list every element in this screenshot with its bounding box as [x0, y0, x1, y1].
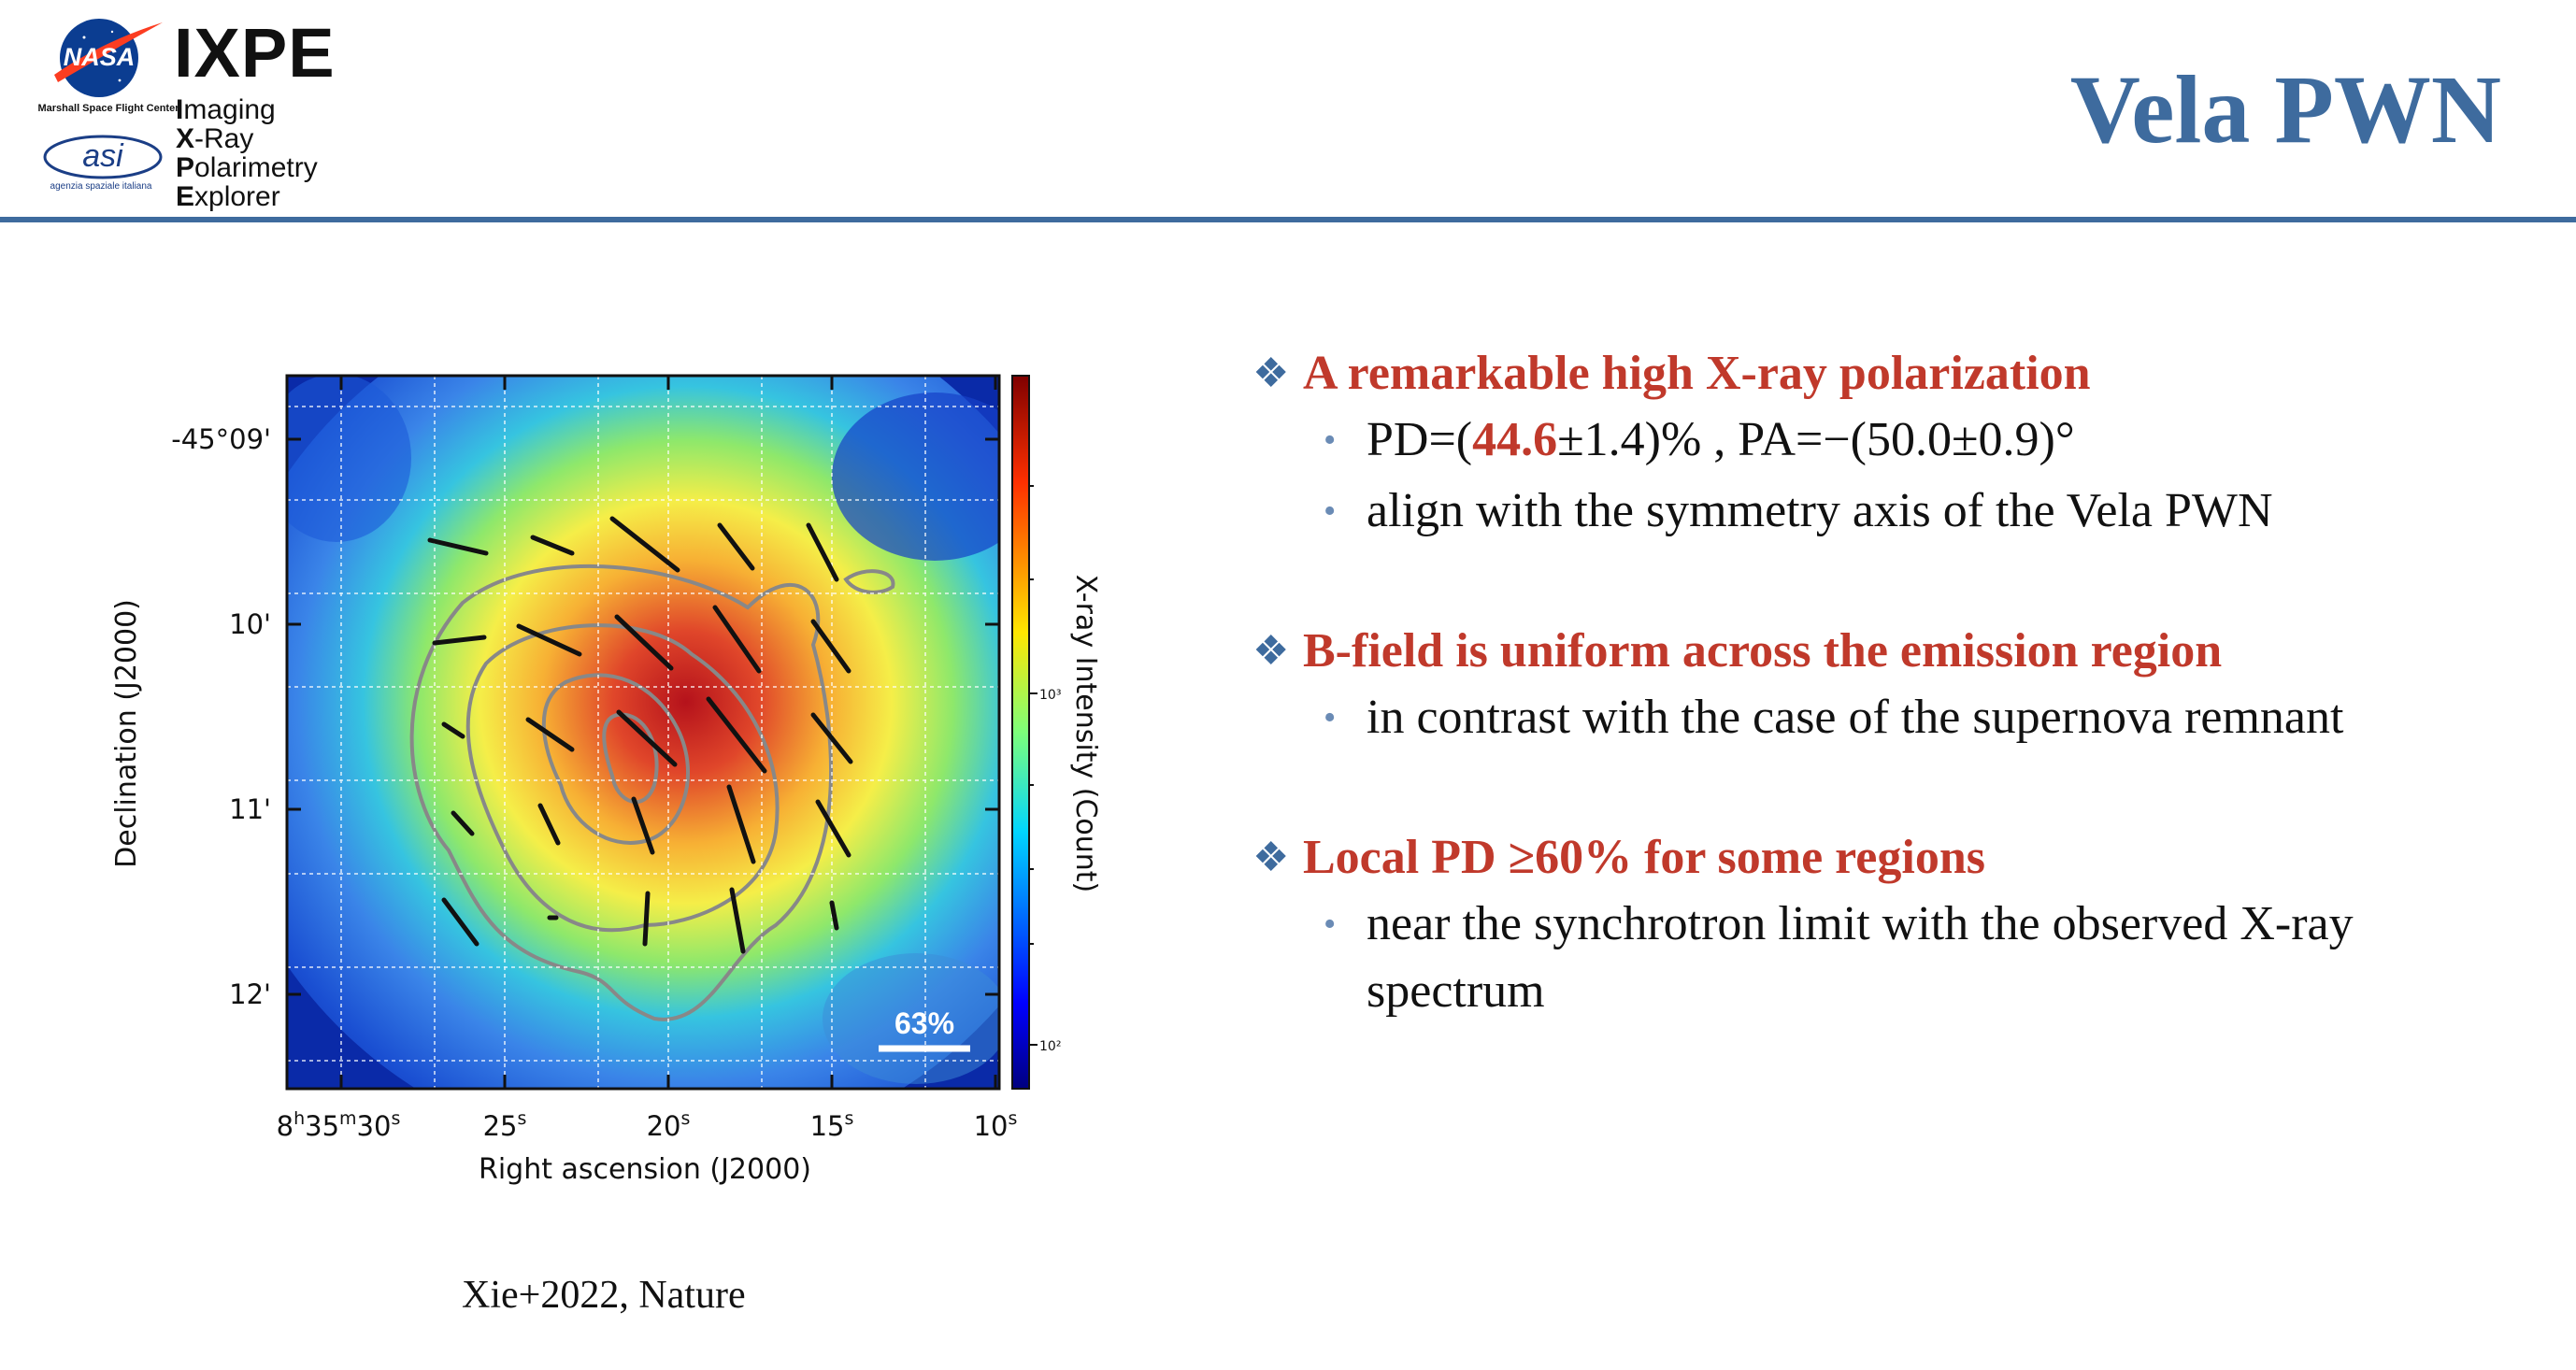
msfc-label: Marshall Space Flight Center [37, 103, 179, 114]
dot-bullet-icon: • [1324, 698, 1337, 737]
y-axis-label: Declination (J2000) [110, 599, 143, 868]
ixpe-line-xray: X-Ray [176, 123, 254, 154]
svg-text:asi: asi [82, 138, 124, 174]
slide-title: Vela PWN [2069, 56, 2501, 164]
sub-bullet: • near the synchrotron limit with the ob… [1324, 891, 2542, 1025]
intensity-map: 63% [287, 376, 999, 1089]
plot-frame [285, 374, 1001, 1091]
colorbar-tick-label: 10² [1039, 1039, 1061, 1054]
logo-block: NASA Marshall Space Flight Center asi ag… [24, 13, 361, 211]
pd-value: 44.6 [1472, 413, 1558, 466]
bullet-heading: ❖ A remarkable high X-ray polarization [1252, 347, 2091, 400]
intensity-contours [409, 564, 895, 1021]
bullet-heading: ❖ Local PD ≥60% for some regions [1252, 831, 1985, 884]
bullet-list: ❖ A remarkable high X-ray polarization •… [1252, 346, 2542, 1104]
dot-bullet-icon: • [1324, 905, 1337, 944]
colorbar-tick-label: 10³ [1039, 688, 1061, 703]
asi-label: agenzia spaziale italiana [50, 181, 152, 192]
diamond-bullet-icon: ❖ [1252, 627, 1290, 674]
dec-tick-label: -45°09' [171, 423, 271, 455]
ra-tick-label: 20s [647, 1108, 691, 1142]
bullet-group-local-pd: ❖ Local PD ≥60% for some regions • near … [1252, 830, 2542, 1025]
scale-bar-label: 63% [894, 1006, 954, 1040]
sub-bullet: • in contrast with the case of the super… [1324, 684, 2542, 751]
bullet-heading: ❖ B-field is uniform across the emission… [1252, 624, 2223, 678]
dot-bullet-icon: • [1324, 492, 1337, 531]
ixpe-line-imaging: Imaging [176, 94, 276, 125]
axis-ticks [287, 376, 999, 1089]
asi-logo: asi [43, 135, 163, 179]
dec-tick-label: 11' [229, 793, 271, 825]
sub-bullet: • PD=(44.6±1.4)% , PA=−(50.0±0.9)° [1324, 407, 2542, 474]
citation: Xie+2022, Nature [462, 1274, 746, 1317]
bullet-group-polarization: ❖ A remarkable high X-ray polarization •… [1252, 346, 2542, 545]
ra-tick-label: 8h35m30s [277, 1108, 401, 1142]
ra-tick-label: 15s [810, 1108, 854, 1142]
header-rule [0, 217, 2576, 222]
colorbar [1011, 375, 1030, 1090]
ixpe-line-polarimetry: Polarimetry [176, 152, 318, 183]
ra-tick-label: 10s [974, 1108, 1018, 1142]
dec-tick-label: 10' [229, 608, 271, 640]
nasa-logo: NASA [54, 19, 163, 97]
sub-bullet: • align with the symmetry axis of the Ve… [1324, 478, 2542, 545]
colorbar-label: X-ray Intensity (Count) [1069, 575, 1102, 893]
dec-tick-label: 12' [229, 978, 271, 1010]
ixpe-line-explorer: Explorer [176, 181, 280, 212]
x-axis-label: Right ascension (J2000) [479, 1153, 811, 1186]
ra-tick-label: 25s [483, 1108, 527, 1142]
diamond-bullet-icon: ❖ [1252, 834, 1290, 880]
diamond-bullet-icon: ❖ [1252, 350, 1290, 396]
polarization-map-figure: 63% -45°09' 10' 11' 12' 8h35m30s 25s 20s… [110, 374, 1102, 1186]
bullet-group-bfield: ❖ B-field is uniform across the emission… [1252, 623, 2542, 751]
polarization-vectors [427, 516, 853, 954]
svg-text:NASA: NASA [64, 43, 136, 71]
dot-bullet-icon: • [1324, 421, 1337, 460]
ixpe-subtitle: Imaging X-Ray Polarimetry Explorer [176, 95, 318, 211]
coordinate-grid [287, 376, 999, 1089]
ixpe-title: IXPE [174, 14, 336, 92]
